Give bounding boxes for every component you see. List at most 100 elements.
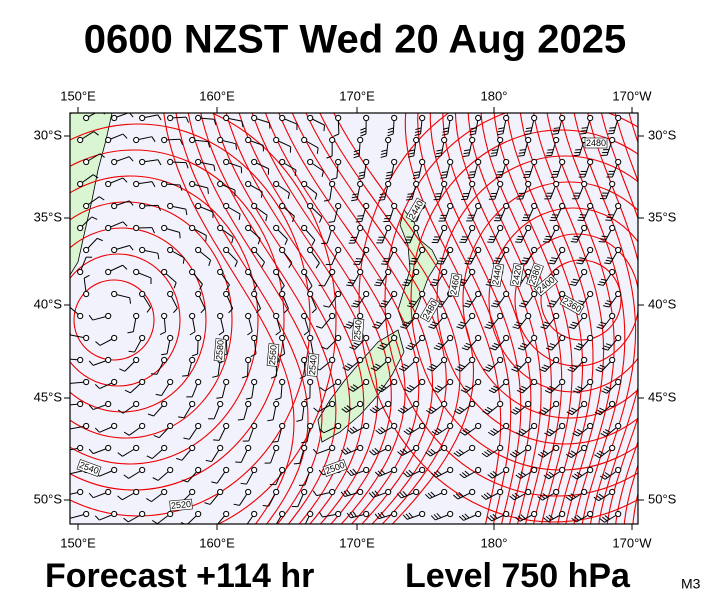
barb-feather <box>439 257 446 260</box>
barb-feather <box>319 387 326 392</box>
barb-station <box>301 180 308 188</box>
barb-feather <box>486 406 493 411</box>
barb-station <box>223 466 230 474</box>
barb-station <box>357 224 364 232</box>
barb-station <box>273 312 280 320</box>
barb-feather <box>600 321 607 325</box>
barb-feather <box>441 174 448 176</box>
barb-feather <box>351 344 358 348</box>
barb-station <box>609 224 616 232</box>
barb-feather <box>601 516 608 522</box>
barb-feather <box>360 127 367 131</box>
barb-station <box>497 356 504 364</box>
barb-feather <box>521 343 528 346</box>
contour <box>73 279 155 361</box>
barb-feather <box>410 300 417 303</box>
barb-station <box>413 224 420 232</box>
contour-label-box <box>584 137 608 149</box>
barb-feather <box>489 472 496 478</box>
barb-feather <box>376 388 382 393</box>
barb-station <box>357 356 364 364</box>
barb-station <box>195 158 202 166</box>
barb-feather <box>491 345 498 349</box>
contour <box>467 113 552 524</box>
barb-station <box>161 224 168 232</box>
barb-feather <box>296 419 303 422</box>
barb-station <box>391 466 398 474</box>
barb-feather <box>98 196 105 201</box>
barb-feather <box>408 512 414 518</box>
barb-feather <box>255 308 261 314</box>
barb-feather <box>340 449 346 455</box>
barb-station <box>447 114 454 122</box>
barb-feather <box>387 133 394 137</box>
barb-feather <box>432 279 440 282</box>
barb-station <box>357 444 364 452</box>
barb-feather <box>410 260 417 263</box>
barb-feather <box>346 323 353 327</box>
barb-station <box>335 334 342 342</box>
barb-feather <box>492 428 499 433</box>
barb-station <box>189 268 196 276</box>
barb-feather <box>146 307 152 313</box>
barb-feather <box>437 385 443 389</box>
barb-station <box>587 202 594 210</box>
barb-station <box>111 466 118 474</box>
barb-station <box>189 488 196 496</box>
barb-feather <box>440 177 447 179</box>
barb-station <box>223 422 230 430</box>
barb-feather <box>520 262 527 265</box>
barb-feather <box>313 407 319 413</box>
contour-label-box <box>419 297 441 323</box>
barb-station <box>279 158 286 166</box>
contour <box>319 113 461 524</box>
barb-station <box>587 378 594 386</box>
barb-feather <box>442 133 449 136</box>
barb-feather <box>207 141 211 148</box>
barb-feather <box>576 428 583 433</box>
barb-station <box>559 334 566 342</box>
barb-feather <box>179 232 181 239</box>
level-label: Level 750 hPa <box>405 557 631 595</box>
contour-label-text: 2520 <box>171 499 192 511</box>
barb-feather <box>539 494 546 500</box>
barb-station <box>335 290 342 298</box>
barb-station <box>307 202 314 210</box>
barb-feather <box>387 130 394 134</box>
barb-station <box>133 312 140 320</box>
barb-feather <box>372 326 379 329</box>
barb-feather <box>159 331 166 336</box>
barb-feather <box>360 133 367 137</box>
barb-station <box>531 466 538 474</box>
barb-feather <box>493 385 500 390</box>
barb-feather <box>360 130 367 134</box>
barb-station <box>447 422 454 430</box>
barb-station <box>469 268 476 276</box>
barb-feather <box>117 409 124 414</box>
barb-station <box>133 400 140 408</box>
barb-feather <box>436 427 443 432</box>
barb-feather <box>488 389 495 394</box>
barb-feather <box>514 449 521 455</box>
barb-station <box>251 114 258 122</box>
barb-station <box>609 312 616 320</box>
barb-feather <box>486 449 493 454</box>
barb-feather <box>495 257 502 260</box>
lon-label-bottom: 170°E <box>339 535 375 550</box>
barb-feather <box>408 152 415 155</box>
barb-feather <box>602 431 609 435</box>
contour <box>163 113 295 524</box>
barb-feather <box>381 342 388 346</box>
barb-station <box>531 202 538 210</box>
barb-station <box>329 224 336 232</box>
barb-feather <box>571 407 577 412</box>
barb-feather <box>379 193 386 196</box>
barb-feather <box>519 387 525 392</box>
barb-feather <box>552 133 559 135</box>
barb-feather <box>569 283 576 286</box>
barb-station <box>469 224 476 232</box>
barb-feather <box>349 279 356 282</box>
barb-feather <box>470 130 477 133</box>
barb-station <box>133 268 140 276</box>
barb-feather <box>442 130 449 133</box>
